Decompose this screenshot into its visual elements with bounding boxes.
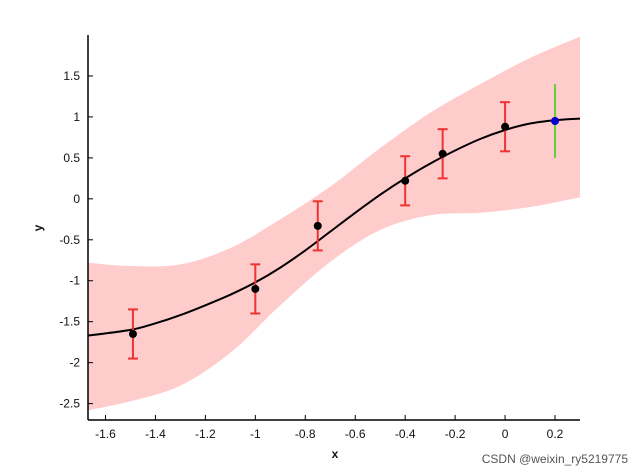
- y-tick-label: 0.5: [63, 151, 80, 165]
- y-tick-layer: -2.5 -2 -1.5 -1 -0.5 0 0.5 1 1.5: [59, 69, 93, 411]
- observation-point-6: [501, 122, 510, 131]
- confidence-band-layer: [88, 36, 580, 411]
- y-tick-label: 1.5: [63, 69, 80, 83]
- x-tick-label: -1: [250, 427, 261, 441]
- observation-point-layer: [128, 117, 560, 338]
- x-tick-label: 0.2: [547, 427, 564, 441]
- axes-layer: [87, 35, 580, 421]
- observation-point-2: [251, 284, 260, 293]
- observation-point-1: [128, 329, 137, 338]
- mean-curve: [87, 117, 581, 337]
- observation-point-3: [313, 221, 322, 230]
- test-point: [551, 117, 560, 126]
- x-tick-label: -1.6: [95, 427, 116, 441]
- y-tick-label: -2.5: [59, 397, 80, 411]
- confidence-band: [88, 36, 580, 411]
- y-tick-label: -0.5: [59, 233, 80, 247]
- x-tick-label: -0.2: [445, 427, 466, 441]
- y-tick-label: -1: [69, 274, 80, 288]
- x-tick-label: -1.4: [145, 427, 166, 441]
- y-tick-label: -1.5: [59, 315, 80, 329]
- x-tick-label: -0.6: [345, 427, 366, 441]
- y-tick-label: -2: [69, 356, 80, 370]
- x-axis-label: x: [332, 447, 339, 461]
- x-tick-layer: -1.6 -1.4 -1.2 -1 -0.8 -0.6 -0.4 -0.2 0 0.2: [95, 415, 564, 441]
- x-tick-label: 0: [502, 427, 509, 441]
- y-tick-label: 1: [73, 110, 80, 124]
- x-tick-label: -1.2: [195, 427, 216, 441]
- y-axis-label: y: [31, 224, 45, 231]
- y-tick-label: 0: [73, 192, 80, 206]
- x-tick-label: -0.4: [395, 427, 416, 441]
- observation-point-4: [401, 176, 410, 185]
- x-tick-label: -0.8: [295, 427, 316, 441]
- mean-curve-layer: [87, 117, 581, 337]
- observation-point-5: [438, 149, 447, 158]
- watermark: CSDN @weixin_ry5219775: [481, 452, 628, 466]
